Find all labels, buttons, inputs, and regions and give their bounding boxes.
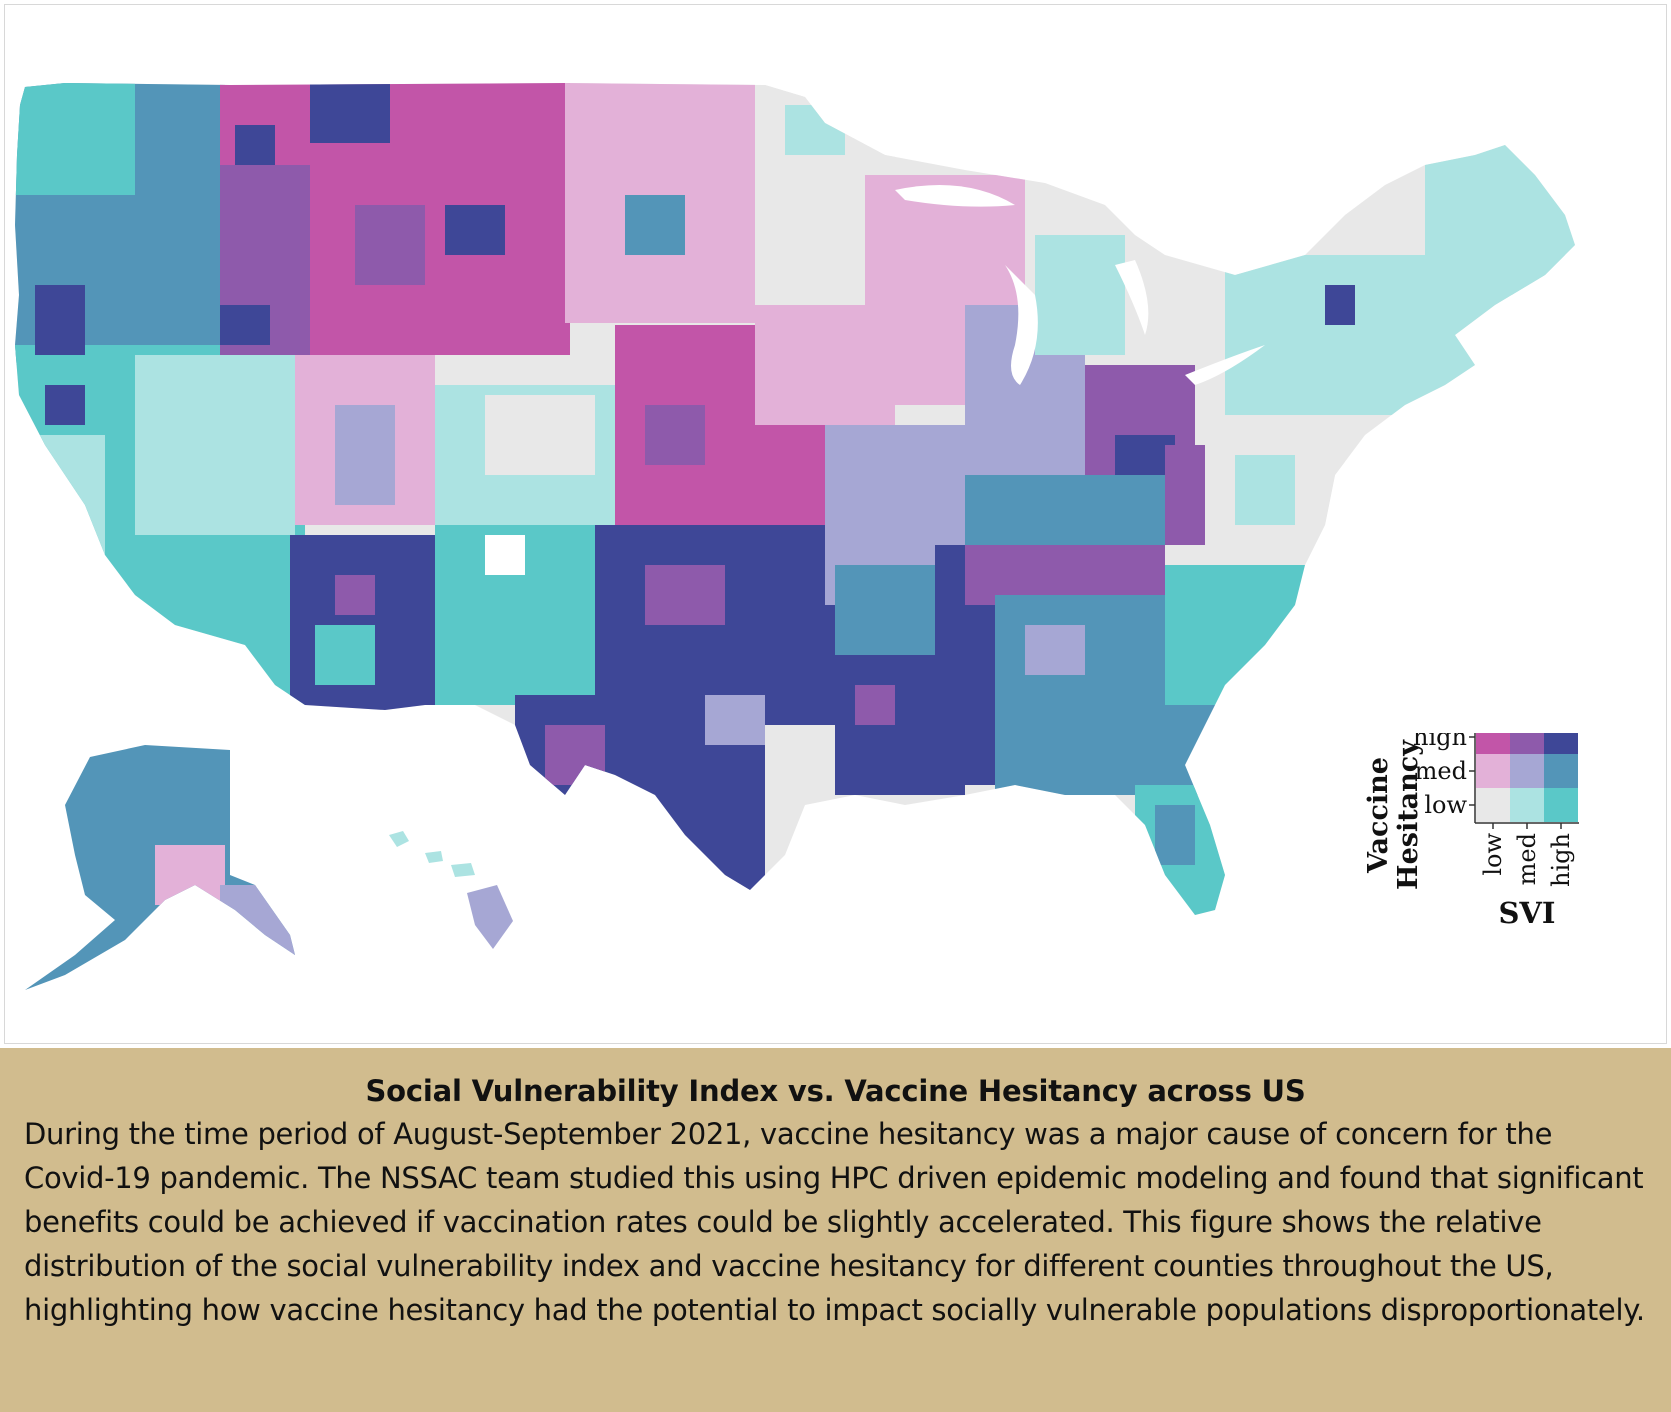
legend-cell-hesitancy-med-svi-high [1544,754,1578,788]
legend-cell-hesitancy-high-svi-med [1510,733,1544,754]
legend-x-tick-low: low [1479,833,1507,876]
legend-cell-hesitancy-low-svi-low [1476,788,1510,822]
legend-cell-hesitancy-high-svi-low [1476,733,1510,754]
legend-cell-hesitancy-low-svi-med [1510,788,1544,822]
legend-y-title: Vaccine Hesitancy [1363,739,1424,890]
legend-x-tick-high: high [1547,833,1575,887]
caption-panel: Social Vulnerability Index vs. Vaccine H… [0,1048,1671,1412]
caption-title: Social Vulnerability Index vs. Vaccine H… [365,1074,1306,1108]
legend-y-tick-low: low [1424,791,1467,819]
legend-x-title: SVI [1498,896,1555,930]
legend-y-title-line2: Hesitancy [1393,739,1424,890]
legend-cell-hesitancy-low-svi-high [1544,788,1578,822]
legend-color-matrix [1476,733,1578,822]
legend-y-tick-med: med [1415,757,1467,785]
us-county-bivariate-map [15,83,1575,990]
bivariate-legend: Vaccine Hesitancy high med low low med h… [1363,733,1579,930]
legend-y-tick-high: high [1413,733,1467,751]
legend-cell-hesitancy-med-svi-low [1476,754,1510,788]
caption-body: During the time period of August-Septemb… [24,1117,1645,1327]
legend-x-tick-med: med [1513,833,1541,885]
legend-y-title-line1: Vaccine [1363,757,1394,874]
legend-cell-hesitancy-high-svi-high [1544,733,1578,754]
map-panel: Vaccine Hesitancy high med low low med h… [4,4,1667,1044]
legend-cell-hesitancy-med-svi-med [1510,754,1544,788]
